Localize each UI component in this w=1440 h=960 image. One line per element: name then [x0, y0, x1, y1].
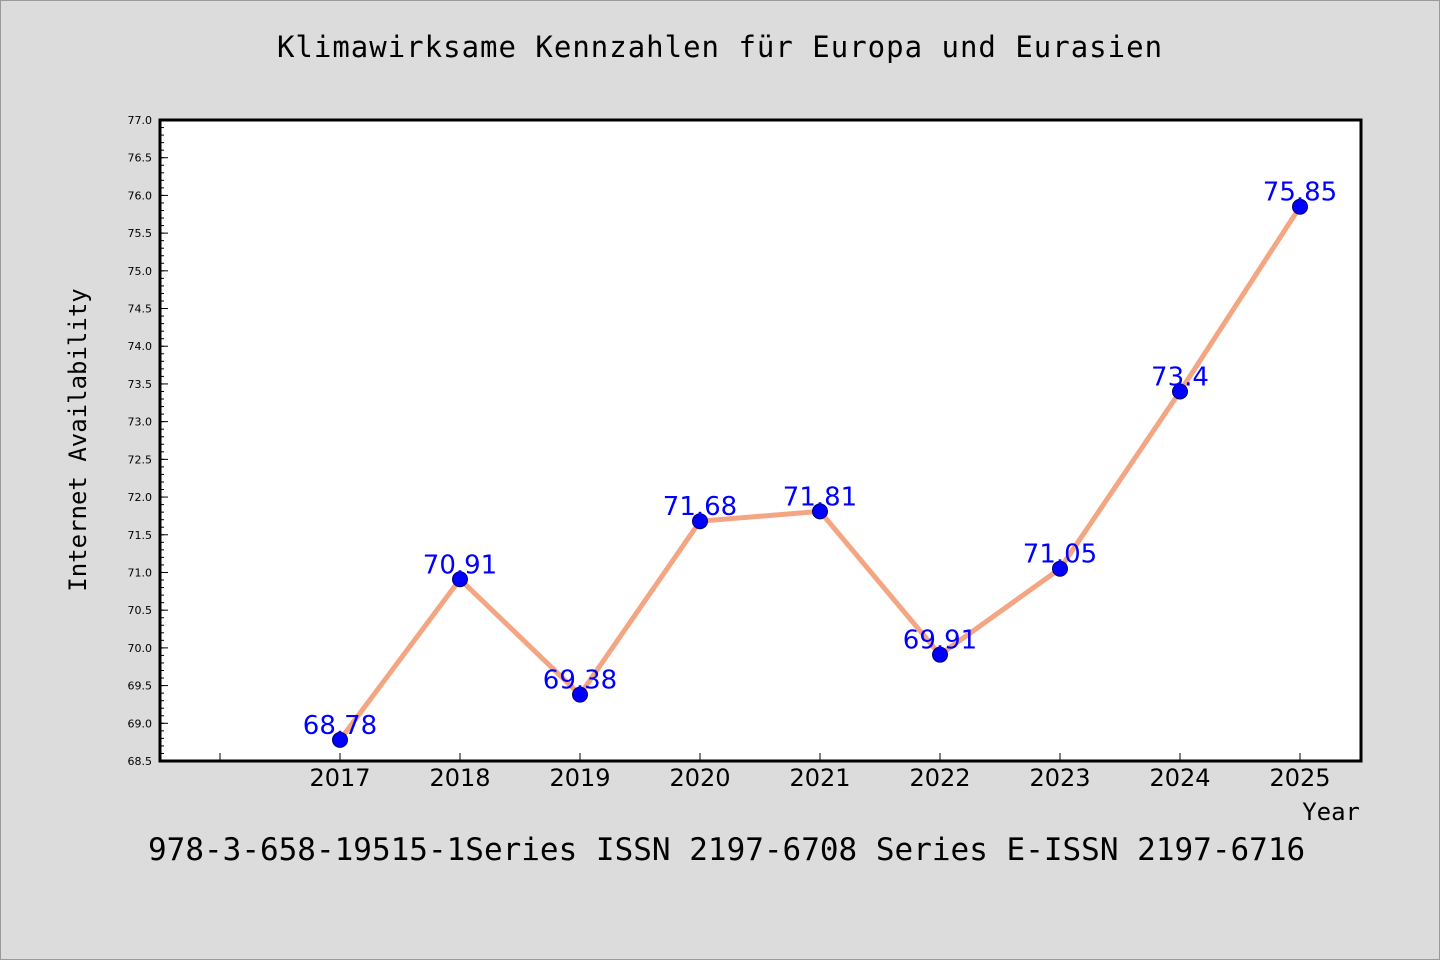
data-point [692, 513, 708, 530]
y-tick-label: 76.0 [128, 189, 153, 202]
y-tick-label: 70.5 [128, 604, 153, 617]
y-tick-label: 71.0 [128, 566, 153, 579]
x-tick-label: 2023 [1029, 764, 1090, 792]
y-tick-label: 71.5 [128, 529, 153, 542]
x-tick-label: 2017 [309, 764, 370, 792]
y-tick-label: 69.0 [128, 717, 153, 730]
chart-title: Klimawirksame Kennzahlen für Europa und … [276, 30, 1164, 64]
data-label: 71.81 [783, 482, 857, 512]
y-tick-label: 75.0 [128, 265, 153, 278]
data-label: 70.91 [423, 550, 497, 580]
y-tick-label: 69.5 [128, 680, 153, 693]
data-point [332, 731, 348, 748]
data-label: 69.38 [543, 666, 617, 696]
y-tick-label: 73.5 [128, 378, 153, 391]
x-axis-label: Year [1302, 798, 1360, 826]
y-tick-label: 72.0 [128, 491, 153, 504]
data-point [812, 503, 828, 520]
data-label: 71.68 [663, 492, 737, 522]
data-point [1292, 198, 1308, 215]
y-tick-label: 75.5 [128, 227, 153, 240]
x-tick-label: 2022 [909, 764, 970, 792]
footer-text: 978-3-658-19515-1Series ISSN 2197-6708 S… [148, 832, 1306, 868]
data-point [572, 686, 588, 703]
x-tick-label: 2021 [789, 764, 850, 792]
y-axis-label: Internet Availability [64, 288, 92, 591]
y-tick-label: 73.0 [128, 416, 153, 429]
data-label: 73.4 [1151, 362, 1209, 392]
x-tick-label: 2020 [669, 764, 730, 792]
data-point [932, 646, 948, 663]
series-layer: 68.78 70.91 69.38 71.68 71.81 69.91 71.05 73.4 7… [303, 178, 1337, 748]
y-tick-label: 74.5 [128, 303, 153, 316]
y-tick-label: 72.5 [128, 453, 153, 466]
y-tick-label: 68.5 [128, 755, 153, 768]
data-point [452, 571, 468, 588]
x-axis: 2017 2018 2019 2020 2021 2022 2023 2024 2025 [219, 753, 1331, 792]
y-tick-label: 77.0 [128, 114, 153, 127]
plot-area [158, 118, 1363, 763]
y-axis: 68.5 69.0 69.5 70.0 70.5 71.0 71.5 72.0 72.5 73.0… [128, 114, 168, 768]
x-tick-label: 2019 [549, 764, 610, 792]
data-point [1172, 383, 1188, 400]
y-tick-label: 70.0 [128, 642, 153, 655]
data-point [1052, 560, 1068, 577]
data-label: 75.85 [1263, 178, 1337, 208]
x-tick-label: 2018 [429, 764, 490, 792]
y-tick-label: 74.0 [128, 340, 153, 353]
y-tick-label: 76.5 [128, 152, 153, 165]
data-label: 68.78 [303, 711, 377, 741]
data-label: 69.91 [903, 626, 977, 656]
x-tick-label: 2024 [1149, 764, 1210, 792]
x-tick-label: 2025 [1269, 764, 1330, 792]
data-label: 71.05 [1023, 540, 1097, 570]
